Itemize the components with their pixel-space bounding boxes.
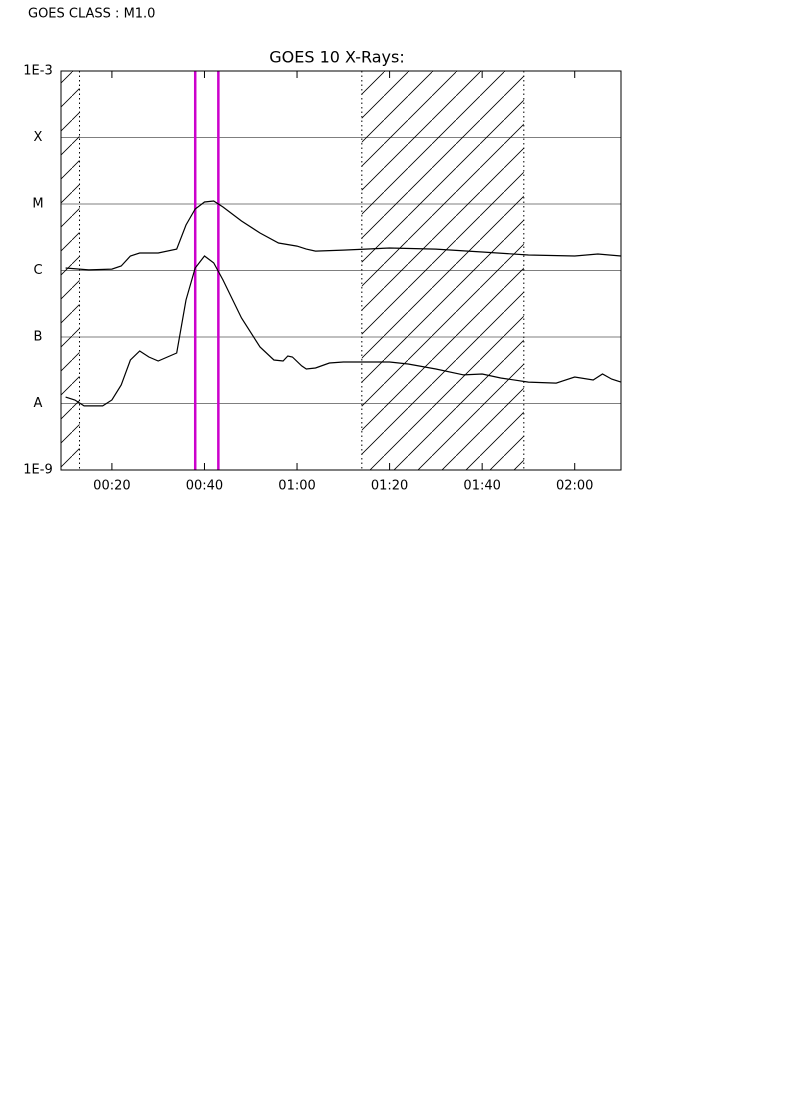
y-tick-label: X (34, 130, 43, 145)
y-tick-label: 1E-9 (23, 463, 52, 478)
series-line (65, 200, 622, 271)
plot-frame (60, 70, 622, 471)
y-tick-label: 1E-3 (23, 64, 52, 79)
y-tick-label: A (34, 396, 43, 411)
header-text: GOES CLASS : M1.0 (28, 7, 155, 22)
x-tick-label: 00:20 (93, 479, 130, 494)
y-tick-label: C (33, 263, 42, 278)
y-tick-label: B (34, 330, 43, 345)
x-tick-label: 02:00 (556, 479, 593, 494)
x-tick-label: 01:40 (463, 479, 500, 494)
y-tick-label: M (32, 197, 43, 212)
x-tick-label: 01:20 (371, 479, 408, 494)
x-tick-label: 00:40 (186, 479, 223, 494)
x-tick-label: 01:00 (278, 479, 315, 494)
series-line (65, 255, 622, 407)
chart-title: GOES 10 X-Rays: (269, 48, 405, 67)
